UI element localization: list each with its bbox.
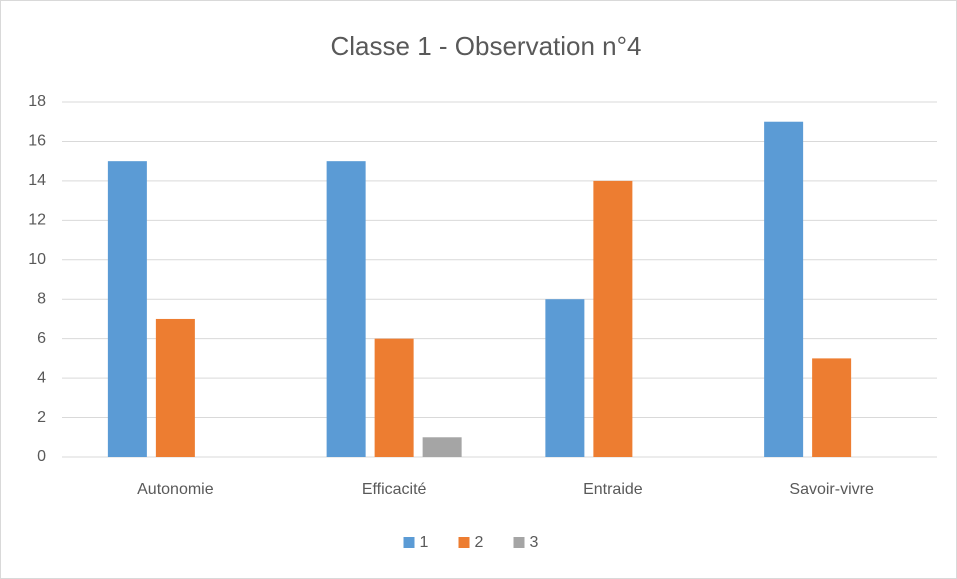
y-tick-label: 8 xyxy=(37,290,46,307)
x-tick-label: Entraide xyxy=(583,481,643,498)
bar xyxy=(326,161,366,457)
y-tick-label: 2 xyxy=(37,409,46,426)
legend-swatch xyxy=(458,537,470,548)
x-tick-label: Autonomie xyxy=(137,481,214,498)
bar xyxy=(374,338,414,457)
y-tick-label: 0 xyxy=(37,448,46,465)
legend-label: 2 xyxy=(475,534,484,551)
y-tick-label: 14 xyxy=(28,172,46,189)
bar xyxy=(155,318,195,457)
legend-label: 1 xyxy=(420,534,429,551)
bar xyxy=(764,121,804,457)
y-tick-label: 12 xyxy=(28,212,46,229)
x-tick-label: Efficacité xyxy=(362,481,427,498)
x-tick-label: Savoir-vivre xyxy=(789,481,874,498)
y-tick-label: 6 xyxy=(37,330,46,347)
bar xyxy=(812,358,852,457)
y-tick-label: 18 xyxy=(28,93,46,110)
chart-title: Classe 1 - Observation n°4 xyxy=(331,31,642,61)
legend-label: 3 xyxy=(530,534,539,551)
y-tick-label: 16 xyxy=(28,133,46,150)
y-tick-label: 10 xyxy=(28,251,46,268)
y-tick-label: 4 xyxy=(37,369,46,386)
bar xyxy=(593,180,633,457)
legend-swatch xyxy=(513,537,525,548)
bar xyxy=(545,299,585,457)
bar xyxy=(107,161,147,457)
legend-swatch xyxy=(403,537,415,548)
bar xyxy=(422,437,462,457)
